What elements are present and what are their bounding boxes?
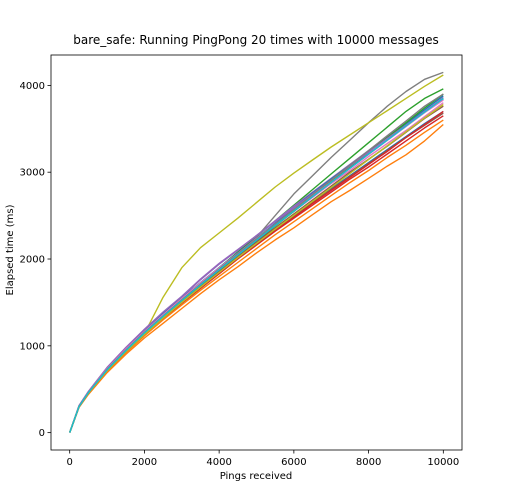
y-axis-label: Elapsed time (ms) <box>5 204 16 295</box>
y-tick-label: 1000 <box>20 341 45 352</box>
series-line-2 <box>69 123 444 433</box>
x-tick-label: 6000 <box>281 457 306 468</box>
y-tick-label: 0 <box>39 428 45 439</box>
x-tick-label: 8000 <box>356 457 381 468</box>
chart-title: bare_safe: Running PingPong 20 times wit… <box>73 33 439 47</box>
x-tick-label: 10000 <box>427 457 459 468</box>
x-tick-label: 4000 <box>206 457 231 468</box>
plot-frame <box>50 54 463 451</box>
series-line-15 <box>69 96 444 433</box>
y-axis-ticks: 0 1000 2000 3000 4000 <box>20 81 51 439</box>
series-line-20 <box>69 97 444 433</box>
y-tick-label: 2000 <box>20 255 45 266</box>
x-tick-label: 2000 <box>132 457 157 468</box>
y-tick-label: 4000 <box>20 81 45 92</box>
x-axis-label: Pings received <box>220 471 293 482</box>
x-axis-ticks: 0 2000 4000 6000 8000 10000 <box>66 450 459 468</box>
x-tick-label: 0 <box>66 457 72 468</box>
y-tick-label: 3000 <box>20 168 45 179</box>
plot-lines <box>69 71 444 433</box>
